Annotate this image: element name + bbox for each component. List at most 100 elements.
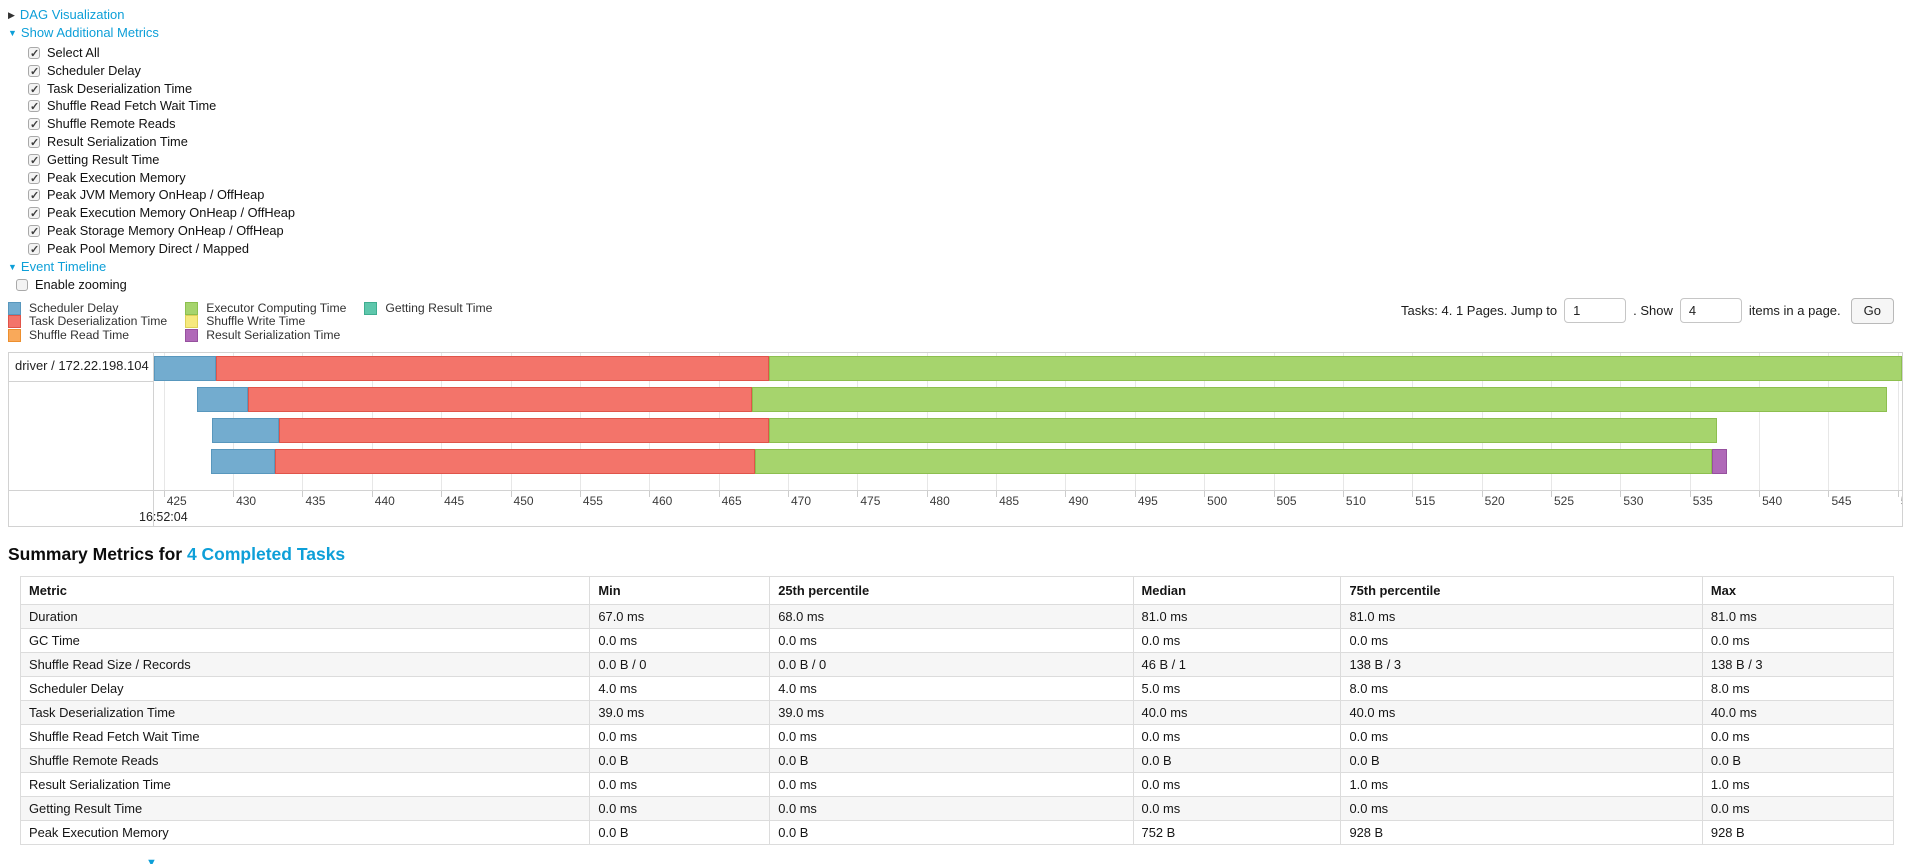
- items-per-page-input[interactable]: [1679, 298, 1742, 324]
- metric-name-cell: Scheduler Delay: [19, 675, 591, 701]
- summary-table-head-row: Metric Min 25th percentile Median 75th perce…: [19, 575, 1895, 605]
- metric-value-cell: 0.0 B: [1340, 747, 1703, 773]
- tick-label: 495: [1137, 493, 1158, 508]
- metric-checkbox-peak-jvm-memory-onheap-offheap[interactable]: Peak JVM Memory OnHeap / OffHeap: [28, 186, 1907, 206]
- metric-checkbox-shuffle-read-fetch-wait-time[interactable]: Shuffle Read Fetch Wait Time: [28, 97, 1907, 117]
- checkbox-checked-icon[interactable]: [28, 171, 40, 188]
- tick-mark: [1897, 490, 1899, 497]
- metric-checkbox-peak-storage-memory-onheap-offheap[interactable]: Peak Storage Memory OnHeap / OffHeap: [28, 222, 1907, 242]
- task-bar-segment-result_serialization[interactable]: [1711, 448, 1728, 474]
- task-bar-segment-task_deserialization[interactable]: [278, 417, 769, 443]
- legend-item-shuffle_read: Shuffle Read Time: [8, 328, 167, 343]
- legend-label: Executor Computing Time: [206, 300, 347, 315]
- checkbox-checked-icon[interactable]: [28, 99, 40, 117]
- checkbox-checked-icon[interactable]: [28, 82, 40, 99]
- go-button[interactable]: Go: [1850, 297, 1894, 324]
- checkbox-label: Peak Pool Memory Direct / Mapped: [47, 240, 249, 256]
- checkbox-checked-icon[interactable]: [28, 46, 40, 64]
- task-bar-segment-executor_computing[interactable]: [768, 355, 1902, 381]
- metric-checkbox-shuffle-remote-reads[interactable]: Shuffle Remote Reads: [28, 115, 1907, 135]
- checkbox-checked-icon[interactable]: [28, 135, 40, 153]
- task-bar-segment-scheduler_delay[interactable]: [212, 417, 279, 443]
- metric-value-cell: 46 B / 1: [1132, 651, 1342, 677]
- tick-label: 530: [1623, 493, 1644, 508]
- summary-metrics-table: Metric Min 25th percentile Median 75th perce…: [19, 575, 1895, 845]
- legend-label: Task Deserialization Time: [29, 314, 168, 329]
- checkbox-checked-icon[interactable]: [28, 64, 40, 82]
- metric-value-cell: 81.0 ms: [1132, 603, 1342, 629]
- checkbox-checked-icon[interactable]: [28, 188, 40, 206]
- metric-name-cell: Result Serialization Time: [19, 771, 591, 797]
- legend-label: Shuffle Write Time: [206, 314, 306, 329]
- event-timeline-link[interactable]: Event Timeline: [20, 258, 107, 274]
- tick-label: 425: [166, 493, 187, 508]
- checkbox-label: Shuffle Remote Reads: [47, 116, 176, 132]
- dag-visualization-link[interactable]: DAG Visualization: [19, 7, 125, 22]
- metric-checkbox-select-all[interactable]: Select All: [28, 44, 1907, 64]
- enable-zooming-checkbox[interactable]: Enable zooming: [16, 276, 1907, 293]
- pagination-show-text: . Show: [1633, 303, 1673, 319]
- task-bar-segment-executor_computing[interactable]: [754, 448, 1712, 474]
- summary-heading-text: Summary Metrics for: [8, 543, 187, 564]
- metric-value-cell: 0.0 ms: [1132, 627, 1342, 653]
- metric-name-cell: Shuffle Remote Reads: [19, 747, 591, 773]
- tick-mark: [926, 490, 928, 497]
- table-row-result-serialization-time: Result Serialization Time 0.0 ms 0.0 ms 0.0…: [19, 771, 1895, 797]
- show-additional-metrics-link[interactable]: Show Additional Metrics: [20, 25, 159, 40]
- tick-mark: [1620, 490, 1622, 497]
- completed-tasks-link[interactable]: 4 Completed Tasks: [186, 543, 346, 564]
- metric-checkbox-peak-execution-memory-onheap-offheap[interactable]: Peak Execution Memory OnHeap / OffHeap: [28, 204, 1907, 224]
- tick-mark: [302, 490, 304, 497]
- tick-label: 505: [1276, 493, 1297, 508]
- checkbox-checked-icon[interactable]: [28, 242, 40, 260]
- legend-item-shuffle_write: Shuffle Write Time: [185, 315, 346, 329]
- task-bar-segment-scheduler_delay[interactable]: [210, 448, 275, 474]
- checkbox-checked-icon[interactable]: [28, 117, 40, 135]
- metric-checkbox-peak-execution-memory[interactable]: Peak Execution Memory: [28, 169, 1907, 188]
- collapsible-sections: ▶ DAG Visualization ▼ Show Additional Metr…: [0, 0, 1907, 293]
- column-header-metric: Metric: [19, 575, 591, 605]
- metric-checkbox-scheduler-delay[interactable]: Scheduler Delay: [28, 62, 1907, 82]
- section-toggle-show-additional-metrics[interactable]: ▼ Show Additional Metrics: [8, 24, 1907, 42]
- metric-value-cell: 0.0 ms: [1132, 723, 1342, 749]
- task-bar-segment-task_deserialization[interactable]: [274, 448, 755, 474]
- section-toggle-event-timeline[interactable]: ▼ Event Timeline: [8, 258, 1907, 276]
- metric-name-cell: Shuffle Read Size / Records: [19, 651, 591, 677]
- metric-value-cell: 0.0 B: [769, 747, 1134, 773]
- tick-mark: [1689, 490, 1691, 497]
- metric-checkbox-result-serialization-time[interactable]: Result Serialization Time: [28, 133, 1907, 153]
- tick-mark: [163, 490, 165, 497]
- metric-value-cell: 0.0 ms: [1701, 795, 1895, 821]
- jump-to-page-input[interactable]: [1564, 298, 1627, 324]
- checkbox-unchecked-icon[interactable]: [16, 278, 28, 291]
- task-bar-segment-task_deserialization[interactable]: [216, 355, 769, 381]
- checkbox-label: Scheduler Delay: [47, 62, 141, 78]
- task-bar-segment-executor_computing[interactable]: [751, 386, 1887, 412]
- tick-label: 510: [1345, 493, 1366, 508]
- tick-mark: [1065, 490, 1067, 497]
- metric-checkbox-task-deserialization-time[interactable]: Task Deserialization Time: [28, 80, 1907, 99]
- checkbox-checked-icon[interactable]: [28, 153, 40, 171]
- metric-checkbox-getting-result-time[interactable]: Getting Result Time: [28, 151, 1907, 171]
- metric-checkbox-peak-pool-memory-direct-mapped[interactable]: Peak Pool Memory Direct / Mapped: [28, 240, 1907, 260]
- tick-label: 480: [929, 493, 950, 508]
- metric-value-cell: 0.0 ms: [589, 723, 771, 749]
- checkbox-label: Getting Result Time: [47, 151, 160, 167]
- task-bar-segment-task_deserialization[interactable]: [248, 386, 752, 412]
- metric-value-cell: 8.0 ms: [1701, 675, 1895, 701]
- executor-group-label: driver / 172.22.198.104: [9, 353, 153, 382]
- checkbox-label: Select All: [47, 45, 100, 60]
- metric-value-cell: 0.0 B: [1701, 747, 1895, 773]
- task-bar-segment-scheduler_delay[interactable]: [154, 355, 217, 381]
- tick-label: 465: [721, 493, 742, 508]
- summary-metrics-heading: Summary Metrics for 4 Completed Tasks: [8, 544, 1907, 565]
- tick-label: 435: [305, 493, 326, 508]
- metric-value-cell: 0.0 ms: [1340, 627, 1703, 653]
- task-bar-segment-scheduler_delay[interactable]: [197, 386, 249, 412]
- checkbox-checked-icon[interactable]: [28, 224, 40, 242]
- section-toggle-dag-visualization[interactable]: ▶ DAG Visualization: [8, 6, 1907, 24]
- metric-name-cell: Peak Execution Memory: [19, 819, 591, 845]
- tick-mark: [371, 490, 373, 497]
- checkbox-checked-icon[interactable]: [28, 206, 40, 224]
- task-bar-segment-executor_computing[interactable]: [768, 417, 1718, 443]
